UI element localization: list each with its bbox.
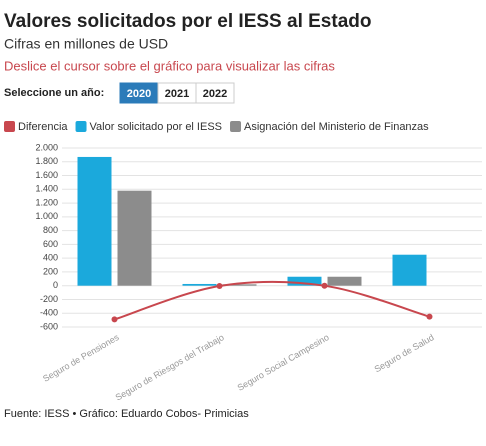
legend-swatch (230, 121, 242, 132)
selector-label: Seleccione un año: (4, 87, 104, 99)
y-tick-label: -200 (40, 294, 58, 304)
x-tick-label: Seguro de Salud (373, 332, 436, 374)
line (114, 280, 430, 321)
x-tick-label: Seguro de Riesgos del Trabajo (114, 332, 226, 402)
y-tick-label: 1.600 (35, 170, 58, 180)
y-tick-label: 200 (43, 266, 58, 276)
bar (77, 156, 112, 286)
y-tick-label: 2.000 (35, 142, 58, 152)
y-tick-label: 0 (53, 280, 58, 290)
y-tick-label: 800 (43, 225, 58, 235)
year-button-label[interactable]: 2022 (203, 88, 227, 100)
legend-label: Asignación del Ministerio de Finanzas (244, 121, 429, 133)
y-tick-label: -400 (40, 308, 58, 318)
instruction: Deslice el cursor sobre el gráfico para … (4, 58, 335, 73)
legend-label: Diferencia (18, 121, 68, 133)
legend-label: Valor solicitado por el IESS (90, 121, 222, 133)
bar (392, 254, 427, 286)
y-tick-label: 400 (43, 253, 58, 263)
x-tick-label: Seguro Social Campesino (236, 332, 331, 393)
bar (327, 276, 362, 286)
bar (182, 283, 217, 286)
y-tick-label: 1.000 (35, 211, 58, 221)
year-button-label[interactable]: 2021 (165, 88, 189, 100)
line-point (321, 282, 328, 289)
subtitle: Cifras en millones de USD (4, 36, 168, 52)
chart-title: Valores solicitados por el IESS al Estad… (4, 11, 371, 32)
y-tick-label: 1.800 (35, 156, 58, 166)
year-button[interactable] (195, 82, 235, 104)
y-tick-label: 1.200 (35, 197, 58, 207)
bar (222, 284, 257, 286)
y-tick-label: 600 (43, 239, 58, 249)
x-tick-label: Seguro de Pensiones (41, 332, 121, 384)
legend-swatch (4, 121, 15, 132)
bar (117, 190, 152, 286)
legend-swatch (75, 121, 87, 132)
bar (287, 276, 322, 286)
year-button-label[interactable]: 2020 (127, 88, 151, 100)
y-tick-label: 1.400 (35, 184, 58, 194)
y-tick-label: -600 (40, 321, 58, 331)
source: Fuente: IESS • Gráfico: Eduardo Cobos- P… (4, 408, 249, 420)
line-point (216, 283, 223, 290)
line-point (426, 313, 433, 320)
line-point (111, 316, 118, 323)
